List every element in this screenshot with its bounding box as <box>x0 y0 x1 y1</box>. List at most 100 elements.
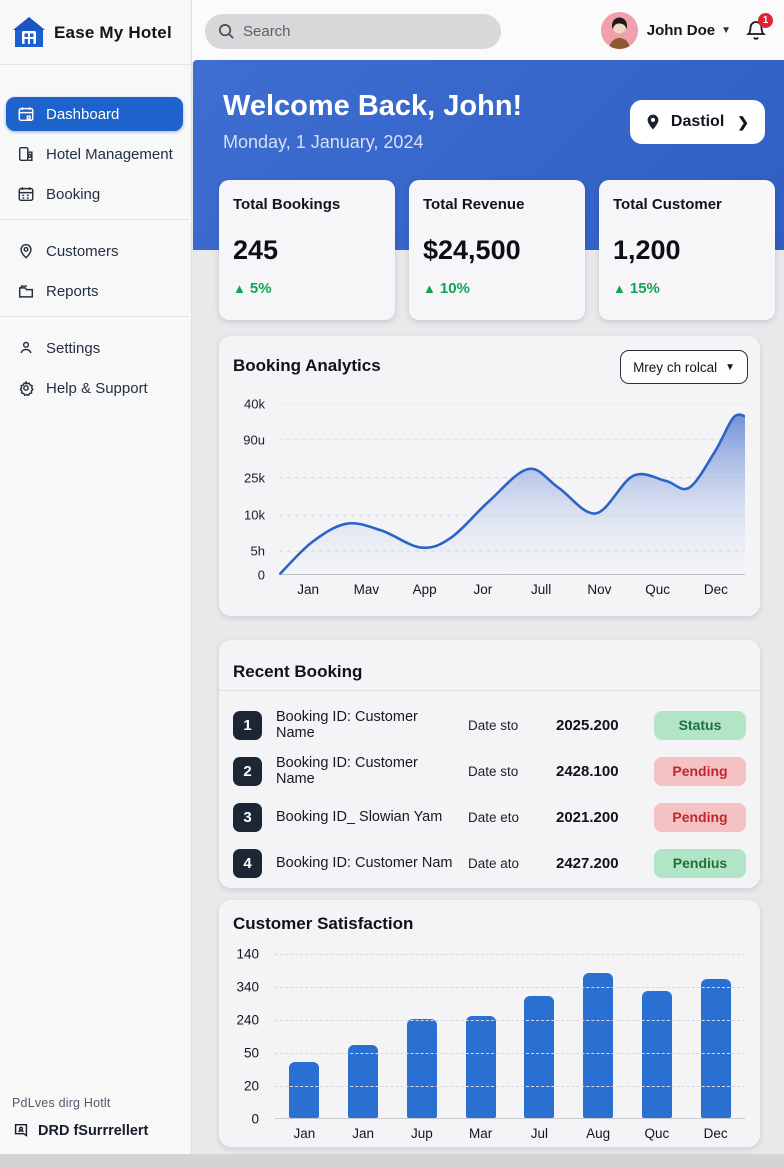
welcome-title: Welcome Back, John! <box>223 90 523 122</box>
bar[interactable] <box>524 995 555 1118</box>
sidebar-item-settings[interactable]: Settings <box>6 331 183 365</box>
welcome-date: Monday, 1 January, 2024 <box>223 132 424 152</box>
status-badge[interactable]: Status <box>654 710 746 740</box>
arrow-up-icon: ▲ <box>423 281 436 296</box>
sidebar-item-reports[interactable]: Reports <box>6 274 183 308</box>
hotel-management-icon <box>16 144 36 164</box>
stat-delta: ▲ 10% <box>423 280 470 297</box>
table-row[interactable]: 2 Booking ID: Customer Name Date sto 242… <box>233 748 746 794</box>
sidebar-section-divider <box>0 316 189 317</box>
axis-tick-label: Jan <box>352 1126 375 1141</box>
sidebar-item-label: Customers <box>46 242 119 260</box>
booking-amount: 2427.200 <box>556 854 619 872</box>
recent-booking-rows: 1 Booking ID: Customer Name Date sto 202… <box>233 702 746 886</box>
stat-card-total-customer: Total Customer 1,200 ▲ 15% <box>599 180 775 320</box>
booking-analytics-title: Booking Analytics <box>233 356 381 375</box>
booking-analytics-panel: Booking Analytics Mrey ch rolcal ▼ 0 5h 10… <box>219 336 760 616</box>
bar[interactable] <box>406 1019 437 1118</box>
booking-name: Booking ID_ Slowian Yam <box>276 809 443 825</box>
sidebar-item-help-support[interactable]: Help & Support <box>6 371 183 405</box>
avatar[interactable] <box>600 12 638 49</box>
axis-tick-label: 5h <box>250 543 265 559</box>
sidebar-item-customers[interactable]: Customers <box>6 234 183 268</box>
booking-amount: 2025.200 <box>556 716 619 734</box>
bar-slot <box>510 995 569 1118</box>
booking-name: Booking ID: Customer Nam <box>276 855 453 871</box>
bar[interactable] <box>465 1015 496 1118</box>
bar-chart-ylabels: 0 20 50 240 340 140 <box>219 947 267 1127</box>
notification-bell[interactable]: 1 <box>744 12 773 45</box>
booking-amount: 2021.200 <box>556 808 619 826</box>
booking-date: Date eto <box>468 809 520 825</box>
bar-slot <box>569 972 628 1118</box>
user-name[interactable]: John Doe <box>646 22 716 39</box>
sidebar-item-dashboard[interactable]: Dashboard <box>6 97 183 131</box>
stat-value: $24,500 <box>423 235 521 265</box>
axis-tick-label: App <box>412 582 437 597</box>
stat-delta: ▲ 5% <box>233 280 272 297</box>
area-chart-svg <box>279 404 745 575</box>
axis-tick-label: 10k <box>244 507 265 523</box>
sidebar-item-booking[interactable]: Booking <box>6 177 183 211</box>
id-card-icon <box>12 1122 30 1140</box>
table-row[interactable]: 3 Booking ID_ Slowian Yam Date eto 2021.… <box>233 794 746 840</box>
axis-tick-label: Jup <box>410 1126 433 1141</box>
reports-icon <box>16 281 36 301</box>
sidebar-footer: PdLves dirg Hotlt DRD fSurrrellert <box>12 1096 182 1140</box>
axis-tick-label: Quc <box>645 582 670 597</box>
search-box <box>205 13 501 49</box>
stat-card-total-revenue: Total Revenue $24,500 ▲ 10% <box>409 180 585 320</box>
sidebar-item-hotel-management[interactable]: Hotel Management <box>6 137 183 171</box>
axis-tick-label: Nov <box>587 582 612 597</box>
gridline <box>275 954 745 955</box>
status-badge[interactable]: Pending <box>654 756 746 786</box>
profile-area: John Doe ▼ 1 <box>600 12 773 49</box>
axis-tick-label: Jor <box>473 582 493 597</box>
booking-analytics-plot <box>279 404 745 575</box>
axis-tick-label: 25k <box>244 470 265 486</box>
axis-tick-label: Jan <box>297 582 320 597</box>
chevron-right-icon: ❯ <box>737 113 749 130</box>
sidebar-footer-note: PdLves dirg Hotlt <box>12 1096 111 1110</box>
bar-slot <box>628 990 687 1118</box>
axis-tick-label: Aug <box>586 1126 611 1141</box>
analytics-filter-dropdown[interactable]: Mrey ch rolcal ▼ <box>620 350 748 384</box>
area-chart-xlabels: Jan Mav App Jor Jull Nov Quc Dec <box>279 582 745 597</box>
bar[interactable] <box>583 972 614 1118</box>
axis-tick-label: Dec <box>703 582 728 597</box>
axis-tick-label: 340 <box>236 979 259 995</box>
axis-tick-label: Dec <box>703 1126 728 1141</box>
sidebar-footer-item[interactable]: DRD fSurrrellert <box>12 1122 182 1140</box>
bar[interactable] <box>348 1045 379 1118</box>
booking-analytics-chart: 0 5h 10k 25k 90u 40k Jan Mav App Jor Jull Nov Quc De… <box>219 396 760 606</box>
search-input[interactable] <box>205 13 501 49</box>
bar[interactable] <box>700 979 731 1118</box>
row-number-badge: 4 <box>233 848 262 878</box>
gridline <box>275 987 745 988</box>
location-button[interactable]: Dastiol ❯ <box>629 100 765 144</box>
bar[interactable] <box>289 1061 320 1118</box>
search-icon <box>217 22 236 41</box>
stat-label: Total Bookings <box>233 196 341 213</box>
stat-label: Total Customer <box>613 196 722 213</box>
filter-label: Mrey ch rolcal <box>633 359 718 375</box>
status-badge[interactable]: Pending <box>654 802 746 832</box>
axis-tick-label: 40k <box>244 396 265 412</box>
booking-name: Booking ID: Customer Name <box>276 709 418 741</box>
status-badge[interactable]: Pendius <box>654 848 746 878</box>
bar[interactable] <box>641 990 672 1118</box>
chevron-down-icon[interactable]: ▼ <box>721 25 731 36</box>
person-icon <box>16 338 36 358</box>
recent-booking-title: Recent Booking <box>233 662 363 681</box>
row-number-badge: 2 <box>233 756 262 786</box>
table-row[interactable]: 1 Booking ID: Customer Name Date sto 202… <box>233 702 746 748</box>
booking-date: Date sto <box>468 717 519 733</box>
bar-slot <box>334 1045 393 1118</box>
table-row[interactable]: 4 Booking ID: Customer Nam Date ato 2427… <box>233 840 746 886</box>
axis-tick-label: 90u <box>243 432 265 448</box>
booking-date: Date ato <box>468 855 520 871</box>
axis-tick-label: Jan <box>293 1126 316 1141</box>
arrow-up-icon: ▲ <box>233 281 246 296</box>
sidebar: Ease My Hotel Dashboard Hotel Management <box>0 0 192 1168</box>
stat-label: Total Revenue <box>423 196 525 213</box>
